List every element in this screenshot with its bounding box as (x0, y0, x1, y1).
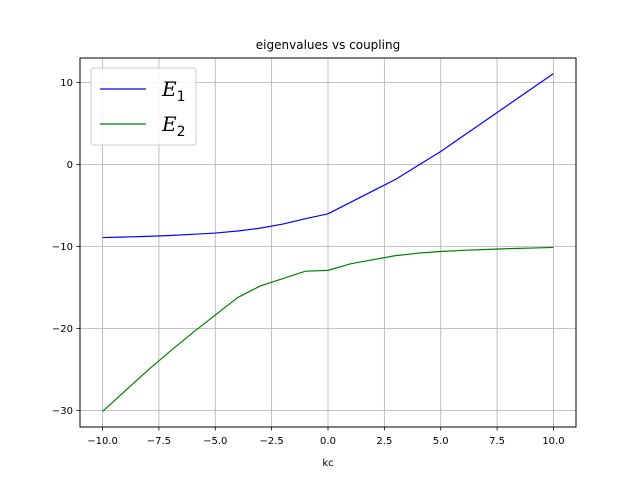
legend-box (90, 67, 197, 146)
legend-label-2: E2 (161, 112, 186, 140)
y-tick-label: 0 (67, 160, 73, 171)
x-axis: −10.0 −7.5 −5.0 −2.5 0.0 2.5 5.0 7.5 10.0 (87, 427, 565, 447)
x-tick-label: 7.5 (489, 436, 505, 447)
grid (80, 58, 576, 427)
y-tick-label: −20 (52, 324, 73, 335)
x-tick-label: −10.0 (87, 436, 118, 447)
x-tick-label: 0.0 (320, 436, 336, 447)
x-tick-label: −2.5 (259, 436, 283, 447)
chart-title: eigenvalues vs coupling (256, 38, 400, 52)
series-line-1 (102, 73, 554, 239)
x-tick-label: −5.0 (203, 436, 227, 447)
y-tick-label: −30 (52, 406, 73, 417)
x-tick-label: −7.5 (147, 436, 171, 447)
y-axis: −30 −20 −10 0 10 (52, 78, 80, 417)
x-axis-label: kc (322, 458, 333, 469)
legend-label-1: E1 (161, 77, 186, 105)
plot-lines (102, 73, 554, 412)
y-tick-label: −10 (52, 242, 73, 253)
series-line-2 (102, 246, 554, 412)
y-tick-label: 10 (60, 78, 73, 89)
x-tick-label: 2.5 (376, 436, 392, 447)
x-tick-label: 5.0 (433, 436, 449, 447)
x-tick-label: 10.0 (542, 436, 564, 447)
